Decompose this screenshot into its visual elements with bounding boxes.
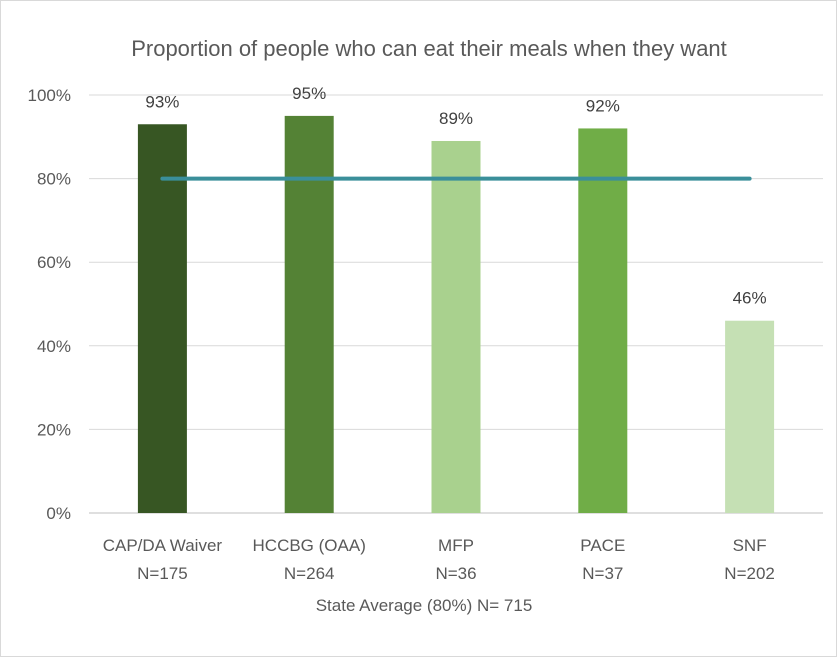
data-label: 93% bbox=[145, 92, 179, 111]
x-axis: CAP/DA Waiver N=175 HCCBG (OAA) N=264 MFP N=3… bbox=[103, 536, 775, 583]
data-label: 46% bbox=[733, 289, 767, 308]
category-n-label: N=37 bbox=[582, 564, 623, 583]
bar bbox=[431, 140, 481, 514]
x-axis-title: State Average (80%) N= 715 bbox=[316, 596, 533, 615]
bar bbox=[284, 115, 334, 514]
category-label: HCCBG (OAA) bbox=[253, 536, 366, 555]
category-n-label: N=264 bbox=[284, 564, 335, 583]
category-n-label: N=175 bbox=[137, 564, 188, 583]
data-label: 92% bbox=[586, 96, 620, 115]
category-label: PACE bbox=[580, 536, 625, 555]
category-label: CAP/DA Waiver bbox=[103, 536, 223, 555]
y-tick-label: 100% bbox=[28, 86, 71, 105]
y-tick-label: 60% bbox=[37, 253, 71, 272]
bar bbox=[578, 128, 628, 513]
data-label: 89% bbox=[439, 109, 473, 128]
category-n-label: N=202 bbox=[724, 564, 775, 583]
category-label: SNF bbox=[733, 536, 767, 555]
y-tick-label: 0% bbox=[46, 504, 71, 523]
chart-title: Proportion of people who can eat their m… bbox=[131, 36, 727, 61]
category-n-label: N=36 bbox=[435, 564, 476, 583]
y-axis: 0% 20% 40% 60% 80% 100% bbox=[28, 86, 71, 523]
data-label: 95% bbox=[292, 84, 326, 103]
y-tick-label: 20% bbox=[37, 420, 71, 439]
bars bbox=[137, 115, 775, 514]
category-label: MFP bbox=[438, 536, 474, 555]
bar bbox=[137, 124, 187, 513]
bar bbox=[725, 320, 775, 513]
y-tick-label: 40% bbox=[37, 337, 71, 356]
y-tick-label: 80% bbox=[37, 170, 71, 189]
data-labels: 93% 95% 89% 92% 46% bbox=[145, 84, 766, 308]
